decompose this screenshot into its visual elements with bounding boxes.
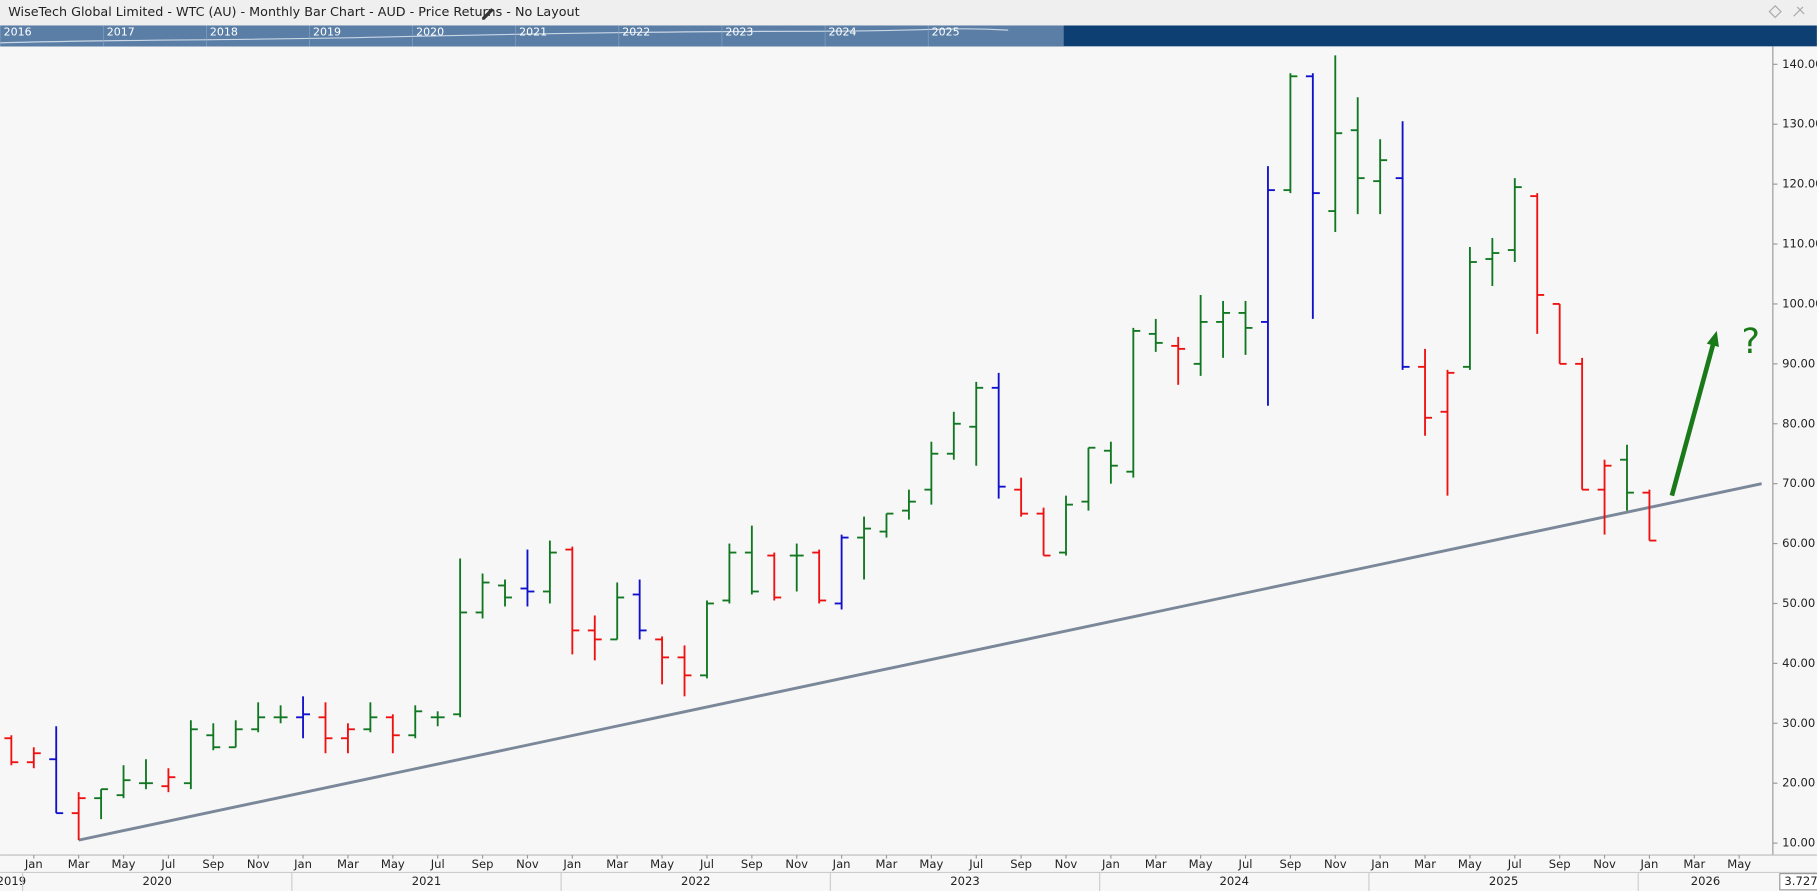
- x-tick-label: Jan: [1640, 857, 1659, 871]
- x-tick-label: Jan: [832, 857, 851, 871]
- x-tick-label: Nov: [785, 857, 808, 871]
- navigator-year: 2023: [725, 25, 753, 38]
- x-tick-label: Mar: [1145, 857, 1167, 871]
- x-tick-label: May: [1458, 857, 1482, 871]
- navigator-sparkline: [0, 28, 1009, 44]
- navigator-year: 2020: [416, 25, 444, 38]
- x-tick-label: Mar: [1414, 857, 1436, 871]
- y-tick-label: 10.00: [1782, 836, 1815, 850]
- cursor-value: 3.7273: [1784, 874, 1817, 888]
- y-tick-label: 40.00: [1782, 656, 1815, 670]
- edit-icon[interactable]: [482, 8, 494, 20]
- x-tick-label: Mar: [606, 857, 628, 871]
- x-tick-label: Jan: [562, 857, 581, 871]
- chart-title: WiseTech Global Limited - WTC (AU) - Mon…: [8, 5, 579, 20]
- navigator-year: 2025: [932, 25, 960, 38]
- year-label: 2019: [0, 874, 26, 888]
- x-tick-label: Jul: [699, 857, 714, 871]
- y-tick-label: 70.00: [1782, 476, 1815, 490]
- navigator-year: 2021: [519, 25, 547, 38]
- x-tick-label: Sep: [472, 857, 494, 871]
- annotation: ?: [1742, 322, 1760, 362]
- x-tick-label: Jul: [430, 857, 445, 871]
- x-tick-label: Jan: [1101, 857, 1120, 871]
- x-tick-label: May: [650, 857, 674, 871]
- x-tick-label: Jan: [293, 857, 312, 871]
- x-tick-label: Jul: [968, 857, 983, 871]
- y-tick-label: 110.00: [1782, 237, 1817, 251]
- x-tick-label: May: [919, 857, 943, 871]
- x-tick-label: Jul: [1238, 857, 1253, 871]
- navigator-year: 2019: [313, 25, 341, 38]
- x-tick-label: May: [112, 857, 136, 871]
- year-label: 2021: [412, 874, 441, 888]
- x-tick-label: Nov: [1055, 857, 1078, 871]
- y-tick-label: 80.00: [1782, 416, 1815, 430]
- x-tick-label: May: [1727, 857, 1751, 871]
- y-tick-label: 50.00: [1782, 596, 1815, 610]
- navigator-year: 2016: [4, 25, 32, 38]
- navigator-year: 2022: [622, 25, 650, 38]
- navigator-year: 2018: [210, 25, 238, 38]
- y-tick-label: 20.00: [1782, 776, 1815, 790]
- y-tick-label: 30.00: [1782, 716, 1815, 730]
- x-tick-label: Jan: [1370, 857, 1389, 871]
- x-tick-label: May: [381, 857, 405, 871]
- y-tick-label: 60.00: [1782, 536, 1815, 550]
- x-tick-label: Nov: [1324, 857, 1347, 871]
- y-tick-label: 120.00: [1782, 177, 1817, 191]
- year-label: 2026: [1691, 874, 1720, 888]
- pin-icon[interactable]: [1793, 6, 1805, 17]
- draw-icon[interactable]: [1768, 4, 1782, 19]
- x-tick-label: Sep: [1279, 857, 1301, 871]
- x-tick-label: Mar: [68, 857, 90, 871]
- x-tick-label: Mar: [337, 857, 359, 871]
- x-tick-label: Nov: [1593, 857, 1616, 871]
- x-tick-label: Mar: [876, 857, 898, 871]
- trendline: [78, 482, 1762, 842]
- x-tick-label: Mar: [1683, 857, 1705, 871]
- x-tick-label: Sep: [741, 857, 763, 871]
- y-tick-label: 100.00: [1782, 296, 1817, 310]
- year-label: 2024: [1220, 874, 1249, 888]
- navigator-year: 2024: [829, 25, 857, 38]
- y-tick-label: 130.00: [1782, 117, 1817, 131]
- navigator-years: 2016 2017 2018 2019 2020 2021 2022 2023 2024 2025: [0, 25, 960, 47]
- x-tick-label: Nov: [516, 857, 539, 871]
- x-tick-label: Sep: [202, 857, 224, 871]
- y-tick-label: 90.00: [1782, 356, 1815, 370]
- x-tick-label: Sep: [1010, 857, 1032, 871]
- header-bar: [0, 0, 1817, 26]
- year-label: 2023: [950, 874, 979, 888]
- arrow-head: [1706, 330, 1719, 347]
- x-tick-label: Nov: [247, 857, 270, 871]
- x-tick-label: Sep: [1549, 857, 1571, 871]
- cursor-box: [1779, 873, 1817, 891]
- x-tick-label: May: [1189, 857, 1213, 871]
- year-label: 2020: [142, 874, 171, 888]
- x-tick-label: Jul: [1507, 857, 1522, 871]
- arrow-shaft: [1669, 339, 1717, 497]
- x-tick-label: Jan: [24, 857, 43, 871]
- year-label: 2025: [1489, 874, 1518, 888]
- navigator-window[interactable]: [0, 25, 1064, 47]
- year-label: 2022: [681, 874, 710, 888]
- y-tick-label: 140.00: [1782, 57, 1817, 71]
- x-tick-label: Jul: [160, 857, 175, 871]
- navigator-year: 2017: [107, 25, 135, 38]
